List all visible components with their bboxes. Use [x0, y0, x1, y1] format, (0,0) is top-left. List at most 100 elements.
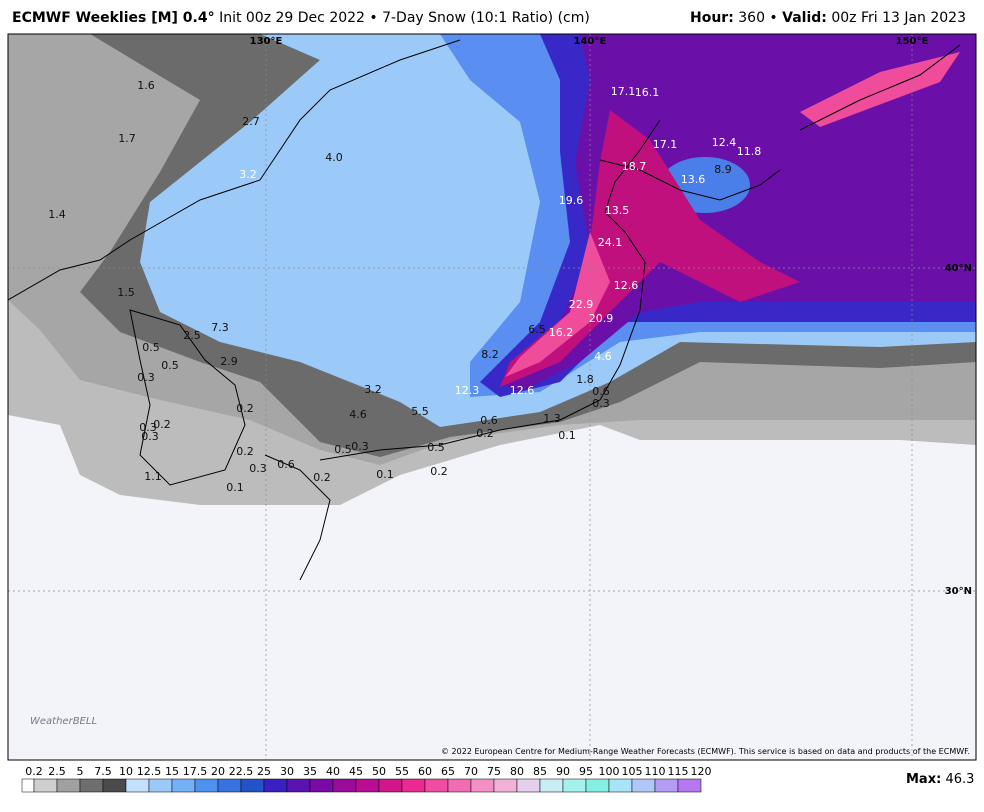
valid: 00z Fri 13 Jan 2023 [831, 10, 966, 26]
longitude-label: 130°E [250, 36, 283, 47]
colorbar-label: 17.5 [183, 765, 208, 778]
map-value: 17.1 [653, 138, 678, 151]
map-value: 0.3 [249, 462, 267, 475]
longitude-label: 140°E [574, 36, 607, 47]
colorbar-label: 95 [579, 765, 593, 778]
map-value: 0.6 [480, 414, 498, 427]
map-value: 2.5 [183, 329, 201, 342]
map-value: 8.9 [714, 163, 732, 176]
colorbar-label: 65 [441, 765, 455, 778]
hour-label: Hour: [690, 10, 734, 26]
map-value: 12.6 [510, 384, 535, 397]
map-value: 0.2 [236, 445, 254, 458]
colorbar-label: 40 [326, 765, 340, 778]
colorbar-swatch [217, 778, 242, 793]
colorbar-label: 10 [119, 765, 133, 778]
header-left: ECMWF Weeklies [M] 0.4° Init 00z 29 Dec … [12, 10, 590, 26]
colorbar-swatch [631, 778, 656, 793]
map-value: 8.2 [481, 348, 499, 361]
colorbar-swatch [447, 778, 472, 793]
colorbar-label: 50 [372, 765, 386, 778]
max-label: Max: [906, 772, 941, 787]
map-value: 0.2 [153, 418, 171, 431]
map-value: 0.1 [558, 429, 576, 442]
colorbar-swatch [608, 778, 633, 793]
colorbar-swatch [102, 778, 127, 793]
map-values: 1.62.71.74.03.21.41.57.32.50.52.90.50.33… [48, 79, 761, 494]
colorbar-swatch [79, 778, 104, 793]
colorbar-label: 85 [533, 765, 547, 778]
map-value: 5.5 [411, 405, 429, 418]
colorbar-swatch [56, 778, 81, 793]
map-value: 3.2 [239, 168, 257, 181]
map-value: 11.8 [737, 145, 762, 158]
colorbar-swatch [332, 778, 357, 793]
map-value: 6.5 [528, 323, 546, 336]
colorbar-label: 115 [668, 765, 689, 778]
colorbar-label: 105 [622, 765, 643, 778]
colorbar-label: 100 [599, 765, 620, 778]
colorbar-label: 7.5 [94, 765, 112, 778]
map-value: 1.7 [118, 132, 136, 145]
colorbar-swatch [355, 778, 380, 793]
colorbar-swatch [493, 778, 518, 793]
logo: WeatherBELL [30, 716, 97, 727]
colorbar-label: 70 [464, 765, 478, 778]
map-value: 3.2 [364, 383, 382, 396]
map-value: 0.6 [277, 458, 295, 471]
colorbar-label: 5 [77, 765, 84, 778]
map-value: 0.3 [137, 371, 155, 384]
max-readout: Max: 46.3 [906, 772, 974, 787]
colorbar-label: 12.5 [137, 765, 162, 778]
latitude-label: 40°N [945, 263, 972, 274]
title: ECMWF Weeklies [M] 0.4° [12, 10, 215, 26]
colorbar-swatch [562, 778, 587, 793]
map-value: 24.1 [598, 236, 623, 249]
map-value: 0.2 [236, 402, 254, 415]
hour: 360 • [738, 10, 777, 26]
map-value: 1.3 [543, 412, 561, 425]
colorbar-swatch [309, 778, 334, 793]
map-value: 0.2 [313, 471, 331, 484]
map-value: 1.6 [137, 79, 155, 92]
map-value: 12.4 [712, 136, 737, 149]
map-value: 0.2 [476, 427, 494, 440]
map-value: 2.9 [220, 355, 238, 368]
colorbar-label: 75 [487, 765, 501, 778]
copyright: © 2022 European Centre for Medium-Range … [441, 747, 970, 756]
map-value: 0.2 [430, 465, 448, 478]
colorbar-swatch [286, 778, 311, 793]
colorbar-label: 45 [349, 765, 363, 778]
colorbar-swatch [654, 778, 679, 793]
map-value: 22.9 [569, 298, 594, 311]
map-value: 16.2 [549, 326, 574, 339]
map-value: 4.0 [325, 151, 343, 164]
map-value: 1.8 [576, 373, 594, 386]
colorbar-label: 35 [303, 765, 317, 778]
subtitle: Init 00z 29 Dec 2022 • 7-Day Snow (10:1 … [219, 10, 590, 26]
map-value: 4.6 [594, 350, 612, 363]
map-value: 18.7 [622, 160, 647, 173]
map-value: 0.5 [334, 443, 352, 456]
colorbar-label: 22.5 [229, 765, 254, 778]
map-value: 0.1 [226, 481, 244, 494]
colorbar-swatch [33, 778, 58, 793]
colorbar-label: 80 [510, 765, 524, 778]
map-value: 13.5 [605, 204, 630, 217]
map: 130°E 140°E 150°E 40°N 30°N 1.6 2.7 1.7 4.0… [7, 33, 977, 761]
map-value: 0.5 [142, 341, 160, 354]
colorbar-label: 0.2 [25, 765, 43, 778]
max-value: 46.3 [945, 772, 974, 787]
map-value: 0.3 [139, 421, 157, 434]
colorbar-swatch [21, 778, 35, 793]
header-right: Hour: 360 • Valid: 00z Fri 13 Jan 2023 [690, 10, 966, 26]
map-value: 0.1 [376, 468, 394, 481]
map-value: 0.3 [592, 397, 610, 410]
map-value: 0.5 [161, 359, 179, 372]
map-value: 13.6 [681, 173, 706, 186]
map-value: 0.3 [351, 440, 369, 453]
colorbar-label: 15 [165, 765, 179, 778]
map-value: 19.6 [559, 194, 584, 207]
colorbar-swatch [470, 778, 495, 793]
